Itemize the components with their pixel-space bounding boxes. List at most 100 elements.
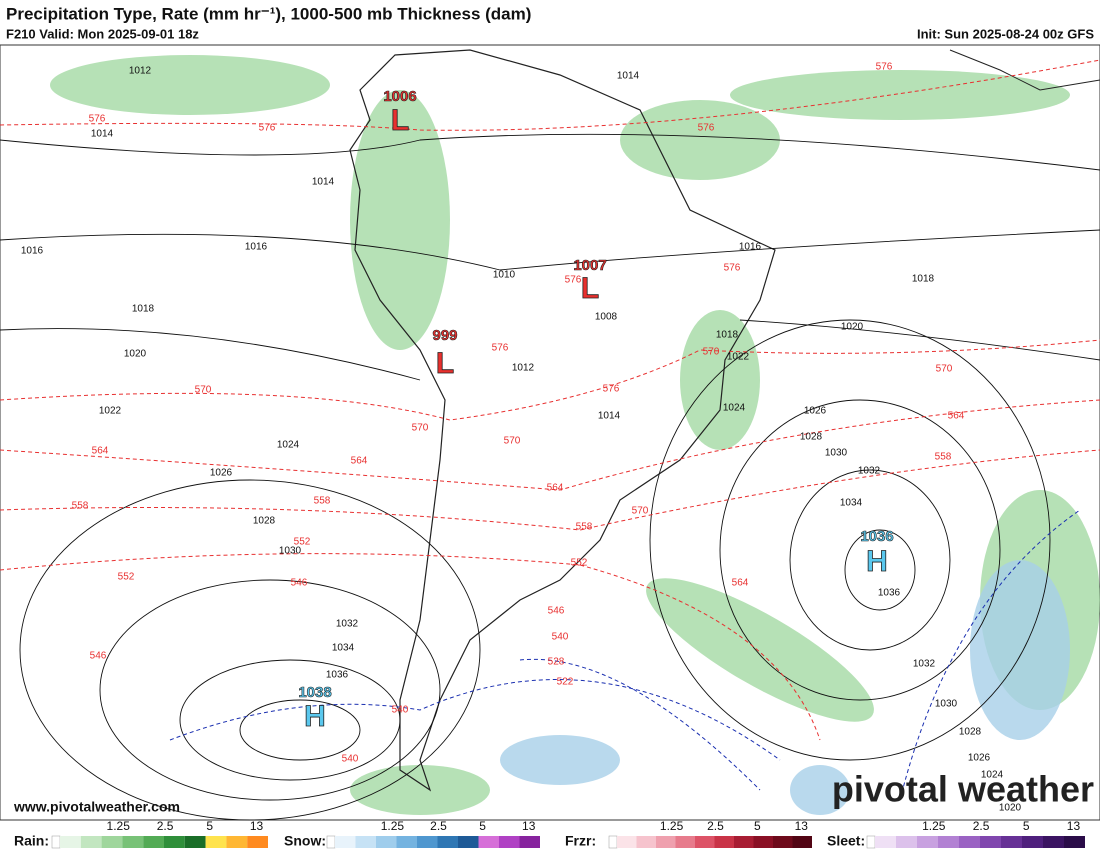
isobar-label: 1014 [91,129,114,140]
legend-name: Frzr: [565,833,596,849]
coastline [949,49,1100,91]
legend-tick: 2.5 [707,819,724,833]
isobar-label: 1020 [999,803,1022,814]
isobar-label: 1034 [840,498,863,509]
thickness-label: 552 [294,537,311,548]
isobar-label: 1016 [21,246,44,257]
thickness-label: 576 [89,114,106,125]
legend-swatch [335,836,356,848]
isobars [0,133,1100,821]
thickness-label: 570 [936,364,953,375]
legend-swatch [938,836,959,848]
center-value: 1038 [298,684,331,701]
legend: Rain: 1.25 2.5 5 13 Snow: 1.25 2.5 5 13 Frzr: 1.25 2… [14,819,1085,849]
thickness-label: 576 [259,123,276,134]
isobar-label: 1018 [716,330,739,341]
thickness-label: 546 [90,651,107,662]
thickness-lines [0,59,1100,741]
isobar-label: 1034 [332,643,355,654]
legend-tick: 1.25 [381,819,405,833]
isobar-label: 1024 [277,440,300,451]
legend-tick: 1.25 [922,819,946,833]
isobar-label: 1028 [253,516,276,527]
legend-swatch [122,836,144,848]
map-frame [0,44,1100,821]
snow-areas [500,560,1070,815]
legend-tick: 1.25 [107,819,131,833]
legend-swatch [1043,836,1064,848]
legend-tick: 2.5 [430,819,447,833]
legend-swatch [959,836,980,848]
brand: pivotal weather [832,769,1094,810]
isobar-label: 1030 [279,546,302,557]
legend-swatch [980,836,1001,848]
legend-swatch [917,836,938,848]
legend-swatch [734,836,754,848]
isobar-label: 1036 [326,670,349,681]
legend-swatch [326,835,336,849]
legend-swatch [792,836,812,848]
legend-swatch [499,836,520,848]
thickness-label: 564 [948,411,965,422]
isobar-label: 1032 [858,466,881,477]
legend-tick: 13 [1067,819,1081,833]
isobar-label: 1030 [825,448,848,459]
legend-tick: 2.5 [157,819,174,833]
thickness-label: 546 [291,578,308,589]
thickness-label: 522 [557,677,574,688]
legend-tick: 5 [754,819,761,833]
isobar-label: 1016 [739,242,762,253]
init-time: Init: Sun 2025-08-24 00z GFS [917,26,1094,41]
map [0,44,1100,821]
legend-swatch [376,836,397,848]
center-letter: L [436,347,454,380]
watermark: www.pivotalweather.com [13,799,180,815]
center-letter: H [866,545,888,578]
legend-swatch [60,836,81,848]
legend-swatch [608,835,618,849]
center-letter: L [581,272,599,305]
legend-swatch [714,836,734,848]
legend-tick: 1.25 [660,819,684,833]
thickness-label: 558 [72,501,89,512]
isobar-label: 1018 [912,274,935,285]
thickness-label: 546 [548,606,565,617]
valid-time: F210 Valid: Mon 2025-09-01 18z [6,26,199,41]
isobar-label: 1012 [129,66,152,77]
isobar-label: 1036 [878,588,901,599]
isobar-label: 1020 [841,322,864,333]
isobar-label: 1024 [723,403,746,414]
thickness-label: 570 [703,347,720,358]
legend-swatch [519,836,540,848]
thickness-label: 528 [548,657,565,668]
legend-swatch [617,836,637,848]
isobar-label: 1032 [336,619,359,630]
thickness-label: 564 [547,483,564,494]
legend-swatch [80,836,102,848]
legend-swatch [396,836,417,848]
legend-name: Sleet: [827,833,865,849]
center-value: 1036 [860,528,893,545]
legend-swatch [458,836,479,848]
legend-tick: 2.5 [973,819,990,833]
thickness-label: 576 [492,343,509,354]
isobar-label: 1008 [595,312,618,323]
thickness-label: 570 [412,423,429,434]
legend-swatch [184,836,206,848]
title: Precipitation Type, Rate (mm hr⁻¹), 1000… [6,4,531,23]
thickness-label: 564 [92,446,109,457]
legend-swatch [896,836,917,848]
thickness-label: 558 [576,522,593,533]
legend-swatch [247,836,268,848]
legend-swatch [437,836,458,848]
legend-swatch [205,836,227,848]
thickness-label: 576 [724,263,741,274]
legend-tick: 5 [479,819,486,833]
thickness-label: 552 [118,572,135,583]
isobar-label: 1028 [800,432,823,443]
legend-tick: 5 [1023,819,1030,833]
isobar-label: 1016 [245,242,268,253]
legend-swatch [773,836,793,848]
legend-swatch [636,836,656,848]
